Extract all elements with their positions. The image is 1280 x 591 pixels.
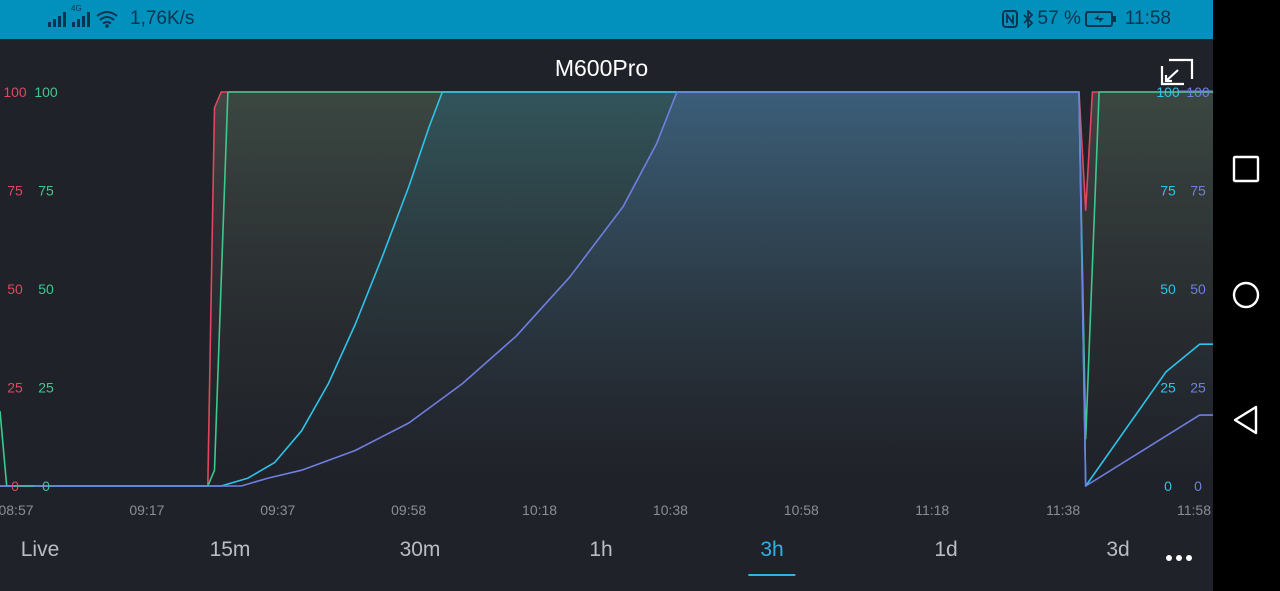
x-tick-label: 10:38 [653,502,688,518]
tab-live[interactable]: Live [20,538,60,561]
4g-signal-icon: 4G [71,4,90,27]
back-icon[interactable] [1229,403,1263,437]
exit-fullscreen-icon[interactable] [1160,58,1194,86]
y-tick-label: 50 [7,281,23,297]
more-horizontal-icon[interactable] [1166,553,1192,563]
series-line-cyan [0,91,1213,487]
x-tick-label: 09:37 [260,502,295,518]
tab-3d[interactable]: 3d [1106,538,1130,561]
tab-1d[interactable]: 1d [934,538,958,561]
y-tick-label: 0 [42,478,50,494]
y-tick-label: 50 [1160,281,1176,297]
series-line-purple [0,91,1213,487]
device-title: M600Pro [554,55,649,81]
home-icon[interactable] [1229,278,1263,312]
nfc-icon [1001,10,1018,28]
y-tick-label: 100 [1186,84,1210,100]
x-tick-label: 10:58 [784,502,819,518]
y-tick-label: 0 [1194,478,1202,494]
y-tick-label: 0 [1164,478,1172,494]
y-tick-label: 25 [1190,380,1206,396]
y-tick-label: 25 [1160,380,1176,396]
bluetooth-icon [1022,10,1033,28]
x-tick-label: 11:18 [915,502,949,518]
network-label: 4G [71,4,82,13]
x-tick-label: 09:58 [391,502,426,518]
x-tick-label: 09:17 [129,502,164,518]
y-tick-label: 75 [7,183,23,199]
clock: 11:58 [1124,8,1171,29]
y-tick-label: 75 [38,183,54,199]
recent-apps-icon[interactable] [1229,152,1263,186]
tab-3h[interactable]: 3h [748,538,797,576]
network-speed: 1,76K/s [130,8,195,29]
status-bar: 4G 1,76K/s 57 % [0,0,1213,39]
tab-15m[interactable]: 15m [209,538,251,561]
y-tick-label: 75 [1160,183,1176,199]
time-range-tabs: Live 15m 30m 1h 3h 1d 3d [0,538,1213,578]
x-tick-label: 11:38 [1046,502,1080,518]
y-tick-label: 50 [1190,281,1206,297]
x-tick-label: 08:57 [0,502,34,518]
tab-1h[interactable]: 1h [589,538,613,561]
tab-30m[interactable]: 30m [399,538,441,561]
battery-percent: 57 % [1037,8,1081,29]
battery-charging-icon [1084,11,1116,27]
y-tick-label: 25 [38,380,54,396]
x-tick-label: 11:58 [1177,502,1211,518]
app-screen: 4G 1,76K/s 57 % [0,0,1213,591]
y-tick-label: 100 [3,84,27,100]
navigation-bar [1213,0,1280,591]
signal-icon [48,11,66,27]
y-tick-label: 50 [38,281,54,297]
y-tick-label: 100 [34,84,58,100]
history-chart: 0255075100025507510002550751000255075100… [0,84,1213,518]
wifi-icon [96,11,118,28]
x-tick-label: 10:18 [522,502,557,518]
y-tick-label: 75 [1190,183,1206,199]
y-tick-label: 100 [1156,84,1180,100]
series-area-purple [0,92,1213,486]
y-tick-label: 25 [7,380,23,396]
